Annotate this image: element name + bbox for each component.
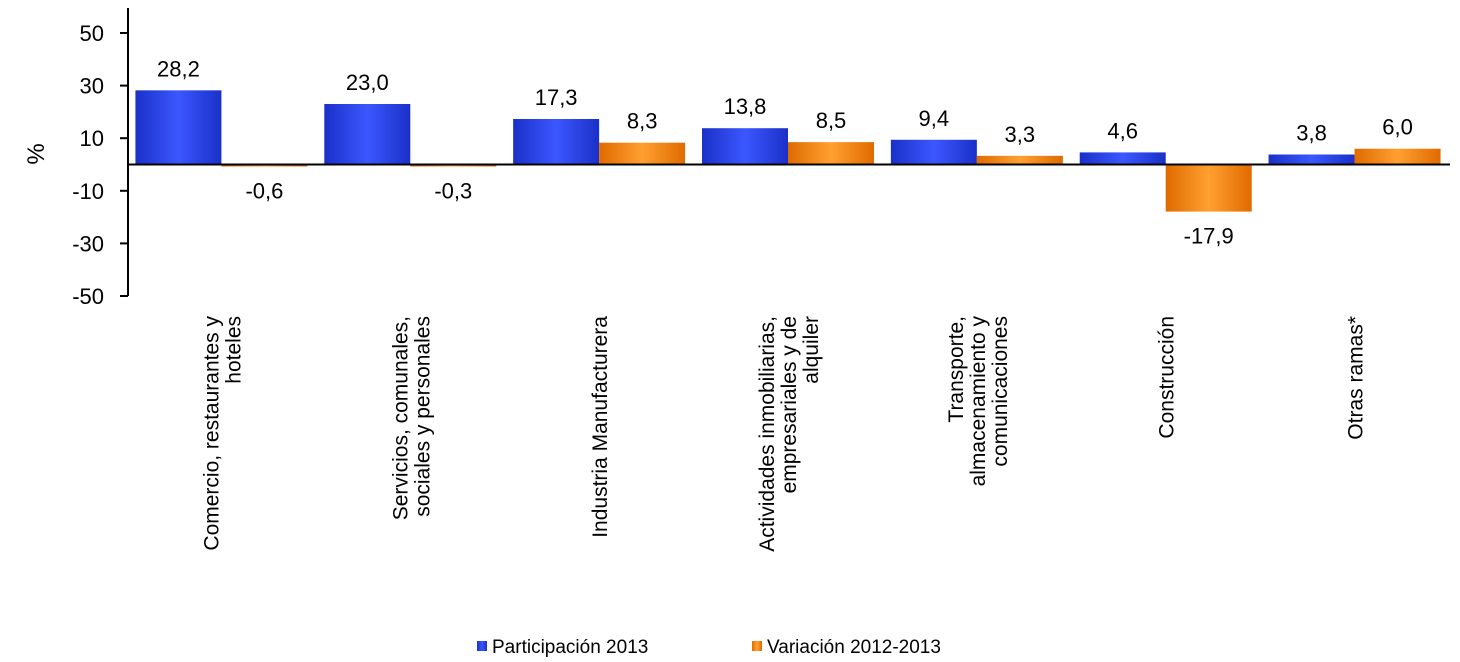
category-label-3-line-2: alquiler [800, 316, 823, 384]
legend-swatch-variacion [752, 641, 762, 651]
data-label-variacion-5: -17,9 [1184, 224, 1234, 249]
data-label-variacion-6: 6,0 [1382, 115, 1413, 140]
data-label-variacion-3: 8,5 [816, 108, 847, 133]
bar-participacion-1 [324, 104, 411, 165]
data-label-participacion-6: 3,8 [1296, 121, 1327, 146]
category-label-0-line-0: Comercio, restaurantes y [200, 316, 223, 551]
legend-label-variacion: Variación 2012-2013 [767, 637, 941, 658]
bars-layer [135, 90, 1441, 212]
bar-participacion-2 [513, 119, 600, 165]
axis-layer: 50 30 10 -10 -30 -50% [23, 8, 1450, 309]
category-label-6: Otras ramas* [1345, 316, 1368, 440]
category-label-0-line-1: hoteles [222, 316, 245, 384]
data-label-variacion-1: -0,3 [434, 179, 472, 204]
category-label-6-line-0: Otras ramas* [1345, 316, 1368, 440]
category-label-5-line-0: Construcción [1156, 316, 1179, 439]
data-label-participacion-1: 23,0 [346, 70, 389, 95]
category-label-1-line-1: sociales y personales [411, 316, 434, 517]
y-tick-label--30: -30 [72, 231, 104, 256]
bar-participacion-4 [890, 139, 977, 165]
data-label-variacion-0: -0,6 [245, 179, 283, 204]
category-label-4-line-1: almacenamiento y [967, 316, 990, 487]
category-label-4-line-2: comunicaciones [989, 316, 1012, 467]
bar-variacion-4 [976, 155, 1063, 165]
bar-participacion-5 [1079, 152, 1166, 165]
category-label-2-line-0: Industria Manufacturera [589, 316, 612, 538]
bar-participacion-0 [135, 90, 222, 165]
data-label-variacion-4: 3,3 [1005, 122, 1036, 147]
bar-variacion-6 [1354, 148, 1441, 165]
category-label-1-line-0: Servicios, comunales, [389, 316, 412, 520]
category-label-3-line-0: Actividades inmobiliarias, [756, 316, 779, 552]
y-tick-label--50: -50 [72, 284, 104, 309]
legend-swatch-participacion [477, 641, 487, 651]
legend-label-participacion: Participación 2013 [492, 637, 648, 658]
category-label-5: Construcción [1156, 316, 1179, 439]
category-label-3-line-1: empresariales y de [778, 316, 801, 493]
data-label-participacion-2: 17,3 [535, 85, 578, 110]
category-label-0: Comercio, restaurantes y hoteles [200, 316, 245, 551]
data-label-variacion-2: 8,3 [627, 109, 658, 134]
data-label-participacion-3: 13,8 [724, 94, 767, 119]
data-label-participacion-4: 9,4 [919, 106, 950, 131]
y-tick-label-10: 10 [80, 126, 104, 151]
y-axis-title: % [23, 143, 50, 164]
labels-layer: 28,2 23,0 17,3 13,8 9,4 4,6 3,8 -0,6 -0,3 8,3 8,5 3… [157, 56, 1413, 551]
category-label-2: Industria Manufacturera [589, 316, 612, 538]
bar-participacion-6 [1268, 154, 1355, 165]
y-tick-label--10: -10 [72, 179, 104, 204]
bar-variacion-2 [599, 142, 686, 165]
bar-variacion-5 [1165, 164, 1252, 212]
category-label-4-line-0: Transporte, [945, 316, 968, 423]
data-label-participacion-5: 4,6 [1107, 118, 1138, 143]
y-tick-label-50: 50 [80, 21, 104, 46]
category-label-3: Actividades inmobiliarias, empresariales … [756, 316, 823, 552]
data-label-participacion-0: 28,2 [157, 56, 200, 81]
y-tick-label-30: 30 [80, 74, 104, 99]
bar-participacion-3 [702, 128, 788, 165]
category-label-1: Servicios, comunales, sociales y personal… [389, 316, 434, 520]
category-label-4: Transporte, almacenamiento y comunicacione… [945, 316, 1012, 487]
legend: Participación 2013 Variación 2012-2013 [477, 637, 941, 658]
bar-variacion-3 [788, 142, 874, 165]
